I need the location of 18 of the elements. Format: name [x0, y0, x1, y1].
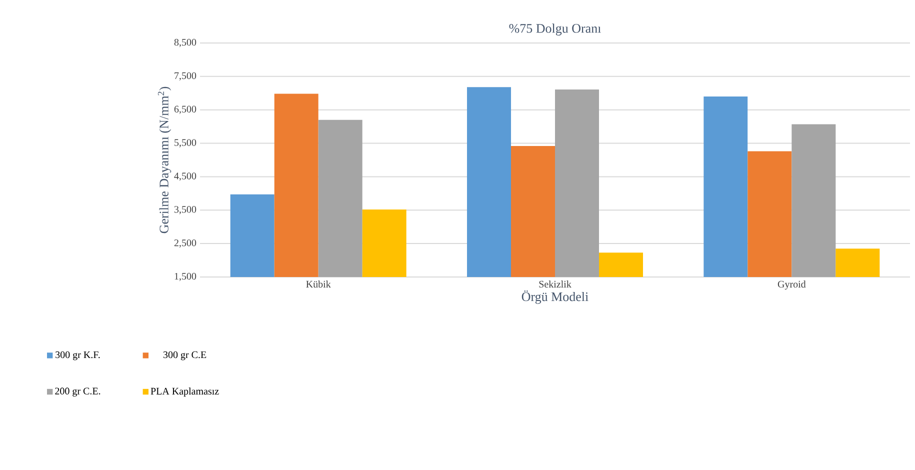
y-tick-label: 6,500 — [174, 106, 196, 114]
legend-label: 300 gr C.E — [163, 351, 206, 360]
y-tick-label: 4,500 — [174, 172, 196, 181]
y-tick-label: 1,500 — [174, 272, 196, 282]
legend-label: PLA Kaplamasız — [150, 388, 219, 397]
x-tick-label: Gyroid — [778, 280, 806, 290]
y-axis-title: Gerilme Dayanımı (N/mm$^{2}$) — [158, 86, 172, 234]
y-tick-label: 8,500 — [174, 38, 196, 48]
legend-label: 200 gr C.E. — [55, 388, 100, 396]
y-tick-label: 7,500 — [174, 72, 196, 81]
chart-title: %75 Dolgu Oranı — [509, 24, 601, 36]
y-tick-label: 2,500 — [174, 239, 196, 248]
x-tick-label: Sekizlik — [539, 280, 572, 288]
x-tick-label: Kübik — [306, 280, 331, 288]
x-axis-title: Örgü Modeli — [522, 290, 588, 304]
legend-label: 300 gr K.F. — [56, 351, 100, 360]
y-tick-label: 3,500 — [174, 206, 196, 214]
y-tick-label: 5,500 — [174, 139, 196, 148]
